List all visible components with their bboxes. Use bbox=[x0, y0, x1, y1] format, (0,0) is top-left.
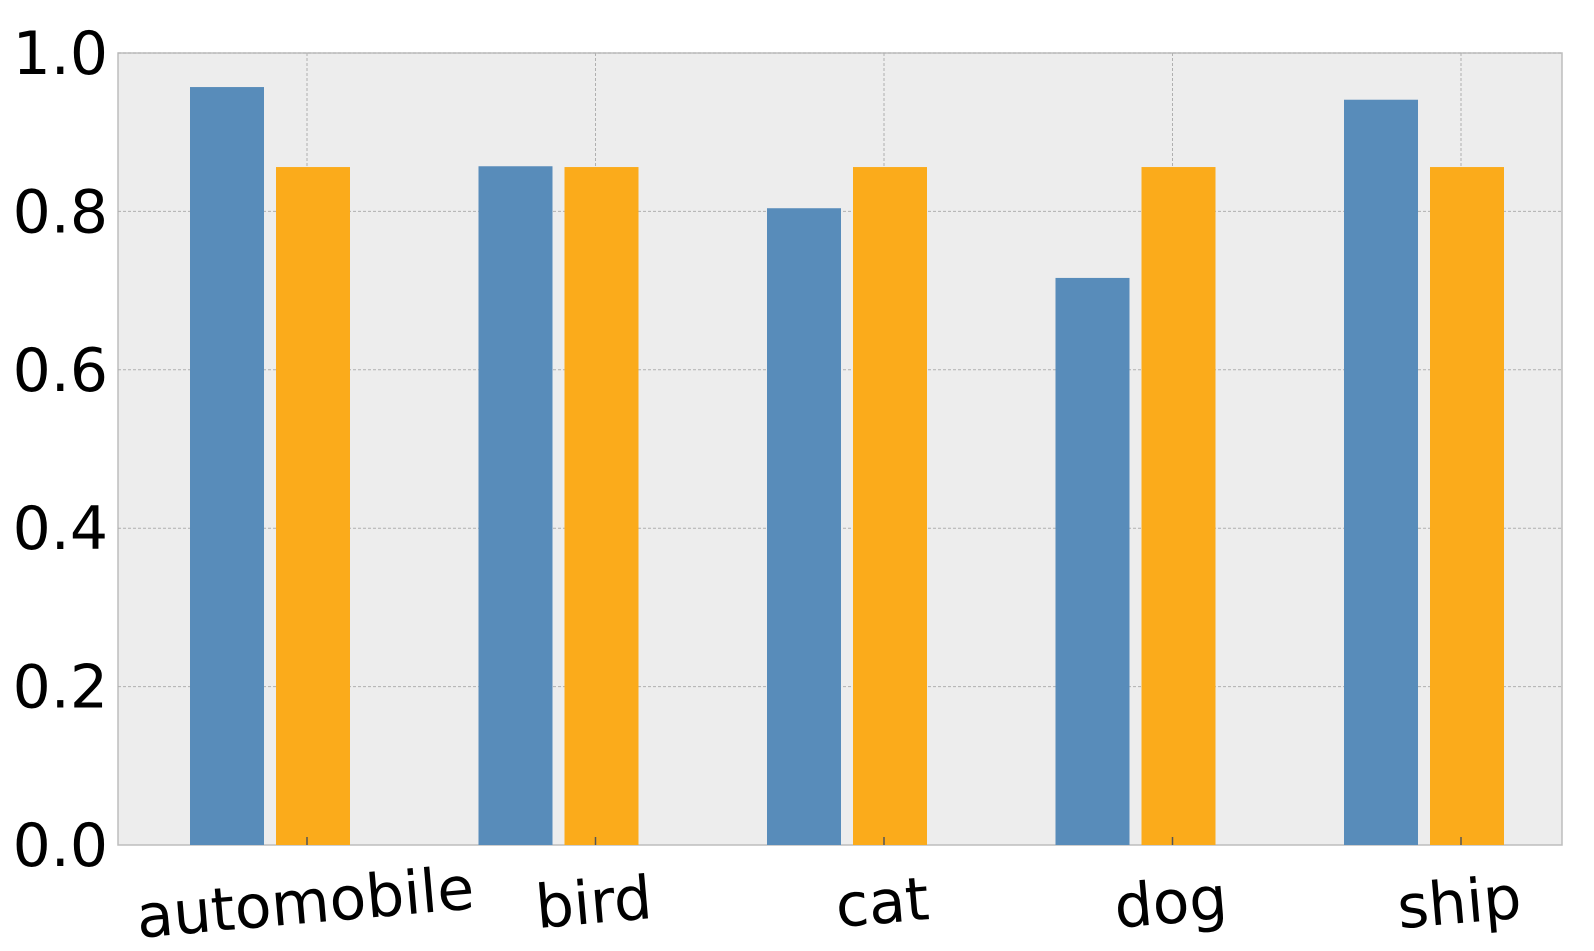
bar-series-1 bbox=[767, 208, 841, 845]
bar-series-2 bbox=[1141, 167, 1216, 846]
x-tick-label: dog bbox=[1111, 863, 1230, 943]
bar-series-2 bbox=[564, 167, 639, 846]
x-tick-label: bird bbox=[533, 863, 655, 943]
bar-series-1 bbox=[478, 166, 553, 846]
x-tick-label: automobile bbox=[134, 853, 477, 951]
x-axis-ticks: automobile bird cat dog ship bbox=[134, 837, 1524, 951]
y-tick-label: 0.2 bbox=[13, 653, 108, 723]
bars bbox=[190, 87, 1504, 846]
x-tick-label: ship bbox=[1394, 863, 1524, 944]
bar-series-2 bbox=[276, 167, 350, 846]
y-axis-ticks: 0.0 0.2 0.4 0.6 0.8 1.0 bbox=[13, 19, 108, 881]
y-tick-label: 0.4 bbox=[13, 494, 108, 564]
bar-series-1 bbox=[190, 87, 264, 845]
bar-series-1 bbox=[1055, 277, 1130, 846]
y-tick-label: 0.8 bbox=[13, 177, 108, 247]
bar-series-2 bbox=[1430, 167, 1504, 846]
x-tick-label: cat bbox=[833, 864, 932, 942]
y-tick-label: 0.0 bbox=[13, 811, 108, 881]
bar-series-2 bbox=[853, 167, 927, 846]
y-tick-label: 0.6 bbox=[13, 336, 108, 406]
bar-series-1 bbox=[1344, 99, 1418, 845]
y-tick-label: 1.0 bbox=[13, 19, 108, 89]
